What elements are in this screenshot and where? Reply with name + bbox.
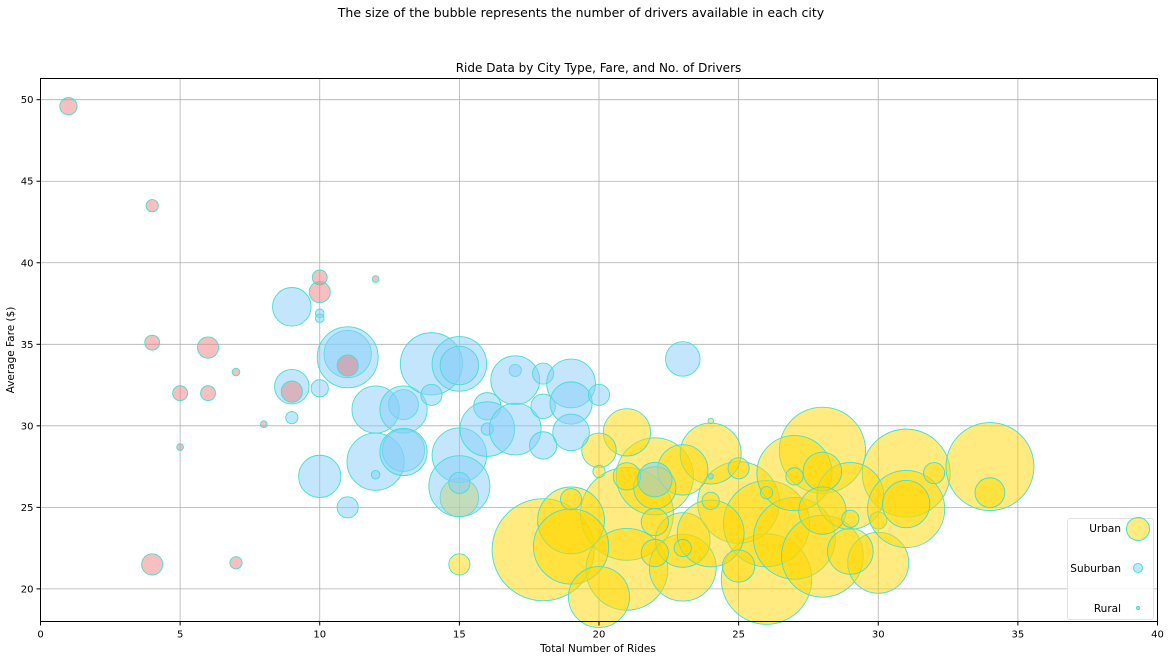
y-tick-label: 45: [21, 177, 34, 188]
legend-item-suburban: Suburban: [1068, 559, 1153, 583]
bubble-urban: [612, 462, 642, 491]
bubble-rural: [197, 336, 220, 359]
y-tick-label: 50: [21, 95, 34, 106]
bubble-rural: [229, 556, 243, 570]
y-tick-label: 40: [21, 258, 34, 269]
bubble-rural: [144, 334, 161, 351]
bubble-suburban: [587, 383, 611, 406]
bubble-urban: [945, 422, 1035, 512]
chart-title: Ride Data by City Type, Fare, and No. of…: [455, 61, 742, 75]
y-tick-label: 35: [21, 340, 34, 351]
bubble-urban: [923, 462, 946, 485]
x-tick-label: 25: [732, 630, 745, 641]
bubble-urban: [785, 467, 804, 486]
bubble-urban: [974, 477, 1006, 509]
bubble-suburban: [552, 413, 590, 452]
bubble-rural: [371, 275, 380, 283]
bubble-urban: [448, 553, 471, 576]
bubble-rural: [176, 443, 184, 451]
bubble-rural: [280, 380, 303, 403]
bubble-urban: [640, 507, 669, 537]
bubble-urban: [568, 566, 630, 628]
bubble-suburban: [314, 313, 325, 323]
bubble-urban: [592, 464, 606, 479]
bubble-rural: [200, 385, 216, 402]
bubble-rural: [172, 385, 189, 402]
bubble-urban: [760, 486, 774, 500]
x-tick-label: 5: [177, 630, 183, 641]
legend: Urban Suburban Rural: [1067, 517, 1154, 623]
bubble-urban: [727, 457, 750, 480]
legend-item-rural: Rural: [1068, 599, 1153, 623]
bubble-suburban: [488, 402, 542, 456]
bubble-rural: [260, 420, 268, 428]
legend-label-urban: Urban: [1089, 523, 1121, 535]
bubble-rural: [59, 97, 78, 116]
legend-marker-suburban: [1133, 563, 1143, 573]
x-tick-label: 15: [453, 630, 466, 641]
bubble-urban: [560, 488, 583, 511]
x-tick-label: 0: [37, 630, 43, 641]
y-tick-label: 30: [21, 421, 34, 432]
legend-label-rural: Rural: [1093, 603, 1121, 615]
legend-marker-rural: [1136, 606, 1140, 610]
bubble-suburban: [448, 471, 471, 494]
bubble-urban: [827, 528, 874, 575]
legend-label-suburban: Suburban: [1070, 563, 1121, 575]
bubble-rural: [145, 199, 159, 213]
bubble-suburban: [336, 496, 359, 519]
bubble-suburban: [285, 411, 299, 425]
bubble-suburban: [490, 355, 541, 406]
legend-item-urban: Urban: [1068, 517, 1153, 543]
x-tick-label: 20: [593, 630, 606, 641]
bubble-suburban: [665, 341, 701, 377]
x-axis-label: Total Number of Rides: [539, 643, 656, 655]
bubble-layer: [59, 97, 1035, 628]
bubble-urban: [802, 451, 843, 492]
bubble-rural: [141, 553, 164, 576]
bubble-urban: [722, 549, 756, 583]
x-tick-label: 30: [872, 630, 885, 641]
bubble-suburban: [310, 379, 329, 398]
bubble-urban: [701, 491, 720, 510]
figure-suptitle: The size of the bubble represents the nu…: [337, 5, 825, 20]
bubble-suburban: [272, 287, 312, 327]
bubble-suburban: [529, 431, 558, 460]
bubble-suburban: [298, 454, 342, 498]
bubble-urban: [707, 417, 714, 425]
bubble-suburban: [370, 469, 381, 480]
x-tick-label: 10: [313, 630, 326, 641]
grid-lines: [40, 78, 1158, 622]
bubble-urban: [673, 539, 692, 558]
y-tick-label: 25: [21, 503, 34, 514]
y-axis-label: Average Fare ($): [5, 307, 17, 394]
bubble-rural: [231, 367, 241, 377]
y-tick-label: 20: [21, 584, 34, 595]
x-tick-label: 35: [1012, 630, 1025, 641]
bubble-urban: [841, 509, 860, 528]
bubble-rural: [308, 281, 331, 304]
tick-layer: 0 5 10 15 20 25 30 35 40 20 25 30 35 40 45 50: [21, 95, 1164, 640]
bubble-suburban: [707, 473, 714, 480]
bubble-urban: [798, 486, 847, 535]
bubble-suburban: [439, 345, 480, 386]
bubble-rural: [336, 354, 359, 377]
bubble-suburban: [637, 461, 673, 498]
bubble-suburban: [379, 427, 428, 476]
bubble-urban: [640, 538, 669, 568]
legend-marker-urban: [1126, 517, 1150, 541]
bubble-suburban: [420, 383, 443, 406]
bubble-urban: [882, 480, 931, 529]
x-tick-label: 40: [1151, 630, 1164, 641]
